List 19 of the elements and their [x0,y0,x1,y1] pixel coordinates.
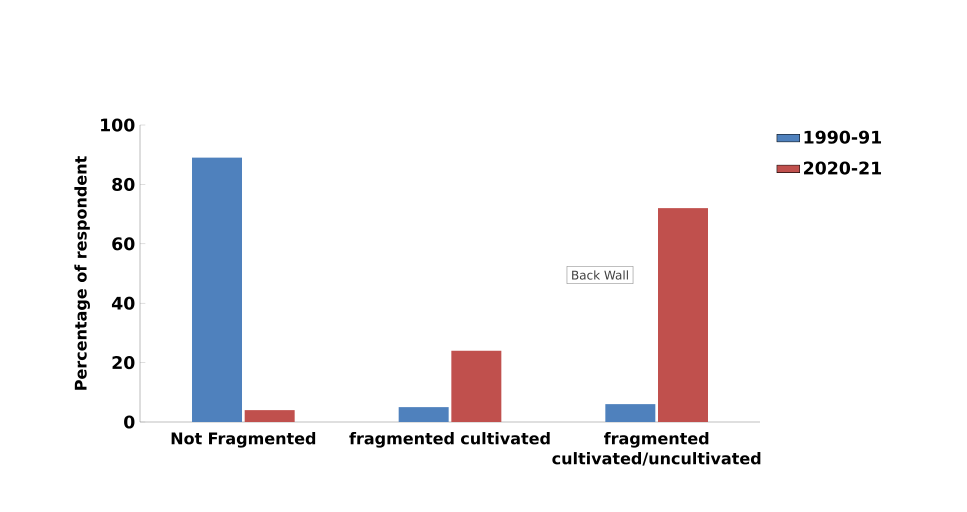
bar [658,208,708,422]
bar [605,404,656,422]
y-tick-label: 0 [124,415,134,429]
x-tick-label: fragmented cultivated [349,432,550,448]
y-tick-label: 40 [112,296,134,310]
x-tick-label: fragmented cultivated/uncultivated [552,432,760,466]
y-tick-label: 80 [112,178,134,191]
y-tick-label: 20 [112,356,134,370]
annotation: Back Wall [572,270,628,280]
bar [451,350,502,422]
y-tick-label: 100 [101,118,134,132]
bar [192,158,242,422]
legend-label: 2020-21 [804,161,882,175]
bar [398,407,449,422]
legend-label: 1990-91 [804,130,882,144]
y-axis-title: Percentage of respondent [74,156,90,390]
bar [244,410,295,422]
y-tick-label: 60 [112,237,134,250]
x-tick-label: Not Fragmented [172,432,316,448]
